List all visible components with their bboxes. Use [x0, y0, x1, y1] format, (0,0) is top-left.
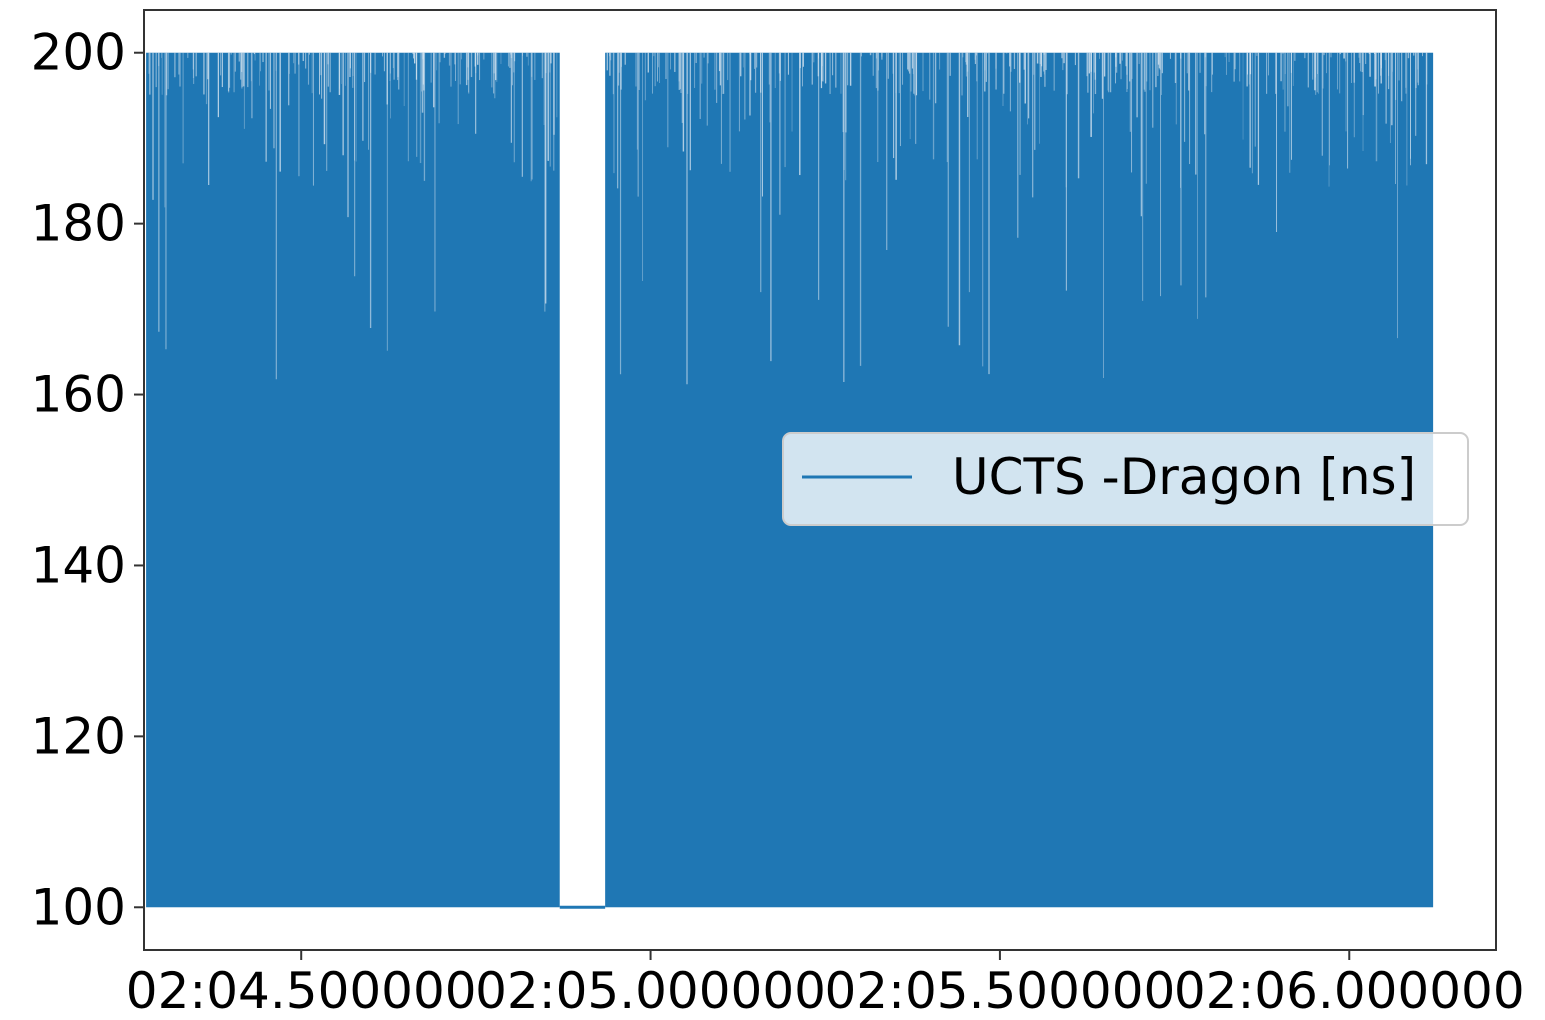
x-tick-label-0: 02:04.500000 [126, 962, 477, 1020]
series-0-segment-0 [146, 52, 560, 908]
y-tick-label-160: 160 [31, 366, 126, 424]
y-tick-label-140: 140 [31, 536, 126, 594]
y-tick-label-120: 120 [31, 707, 126, 765]
legend-box [782, 432, 1469, 526]
plot-frame [143, 9, 1497, 951]
x-axis: 02:04.50000002:05.00000002:05.50000002:0… [126, 950, 1525, 1020]
x-tick-label-2: 02:05.500000 [824, 962, 1175, 1020]
y-tick-label-200: 200 [31, 24, 126, 82]
x-tick-label-3: 02:06.000000 [1174, 962, 1525, 1020]
legend-entry-label: UCTS -Dragon [ns] [952, 448, 1416, 506]
y-tick-label-180: 180 [31, 195, 126, 253]
y-tick-label-100: 100 [31, 878, 126, 936]
x-tick-label-1: 02:05.000000 [475, 962, 826, 1020]
y-axis: 100 120 140 160 180 200 [31, 24, 144, 936]
legend: UCTS -Dragon [ns] [782, 432, 1469, 526]
